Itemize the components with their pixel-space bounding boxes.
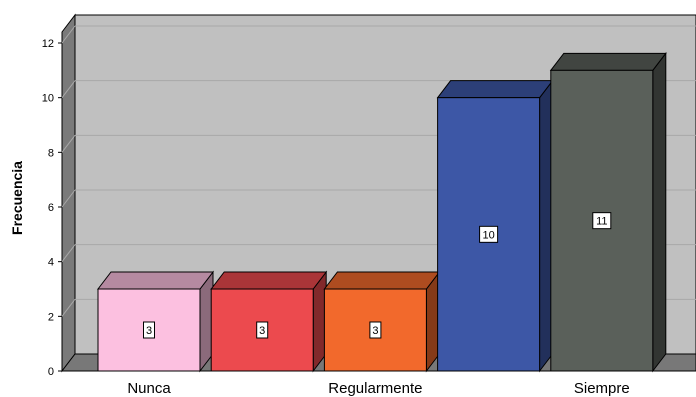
gridline-side bbox=[61, 244, 76, 262]
data-label-box bbox=[256, 321, 269, 339]
y-tick-label: 0 bbox=[48, 366, 54, 378]
data-label-box bbox=[369, 321, 382, 339]
y-tick-label: 6 bbox=[48, 202, 54, 214]
y-tick-label: 4 bbox=[48, 257, 54, 269]
bar: 3 bbox=[210, 270, 328, 373]
x-tick-label: Siempre bbox=[574, 380, 630, 397]
bar-top bbox=[549, 52, 667, 71]
gridline-side bbox=[61, 299, 76, 317]
y-axis: 0 2 4 6 8 10 12 bbox=[42, 38, 62, 378]
bars: 3 3 3 10 11 bbox=[96, 51, 667, 373]
bar-side bbox=[652, 51, 667, 373]
data-label: 3 bbox=[372, 325, 378, 337]
bar: 10 bbox=[436, 79, 554, 373]
y-tick-label: 12 bbox=[42, 38, 54, 50]
bar-top bbox=[96, 271, 215, 290]
bar-top bbox=[436, 80, 554, 99]
bar-top bbox=[210, 271, 328, 290]
gridline-side bbox=[61, 25, 76, 44]
data-label: 3 bbox=[146, 325, 152, 337]
data-label-box bbox=[143, 321, 155, 339]
x-tick-label: Nunca bbox=[127, 380, 171, 397]
y-tick-label: 2 bbox=[48, 311, 54, 323]
y-tick-label: 10 bbox=[42, 93, 54, 105]
y-axis-title: Frecuencia bbox=[9, 161, 25, 235]
gridline-side bbox=[61, 135, 76, 153]
data-label-box bbox=[592, 212, 612, 230]
bar: 11 bbox=[549, 51, 667, 373]
data-label-box bbox=[479, 225, 499, 243]
bar: 3 bbox=[96, 270, 215, 373]
x-tick-label: Regularmente bbox=[328, 380, 422, 397]
data-label: 11 bbox=[596, 216, 607, 228]
bar-top bbox=[323, 271, 441, 290]
data-label: 3 bbox=[259, 325, 265, 337]
y-tick-label: 8 bbox=[48, 147, 54, 159]
gridline-side bbox=[61, 80, 76, 98]
bar: 3 bbox=[323, 270, 441, 373]
x-axis-labels: Nunca Regularmente Siempre bbox=[127, 380, 629, 397]
gridline-side bbox=[61, 189, 76, 208]
data-label: 10 bbox=[482, 229, 494, 241]
